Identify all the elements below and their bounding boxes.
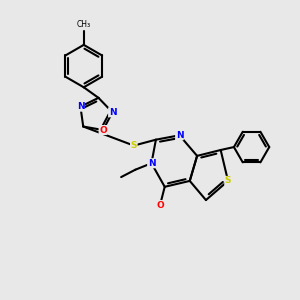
- Text: CH₃: CH₃: [77, 20, 91, 29]
- Text: N: N: [76, 102, 84, 111]
- Text: N: N: [109, 108, 116, 117]
- Text: O: O: [156, 201, 164, 210]
- Text: S: S: [130, 141, 137, 150]
- Text: N: N: [148, 159, 155, 168]
- Text: S: S: [225, 176, 231, 185]
- Text: O: O: [99, 125, 107, 134]
- Text: N: N: [176, 131, 183, 140]
